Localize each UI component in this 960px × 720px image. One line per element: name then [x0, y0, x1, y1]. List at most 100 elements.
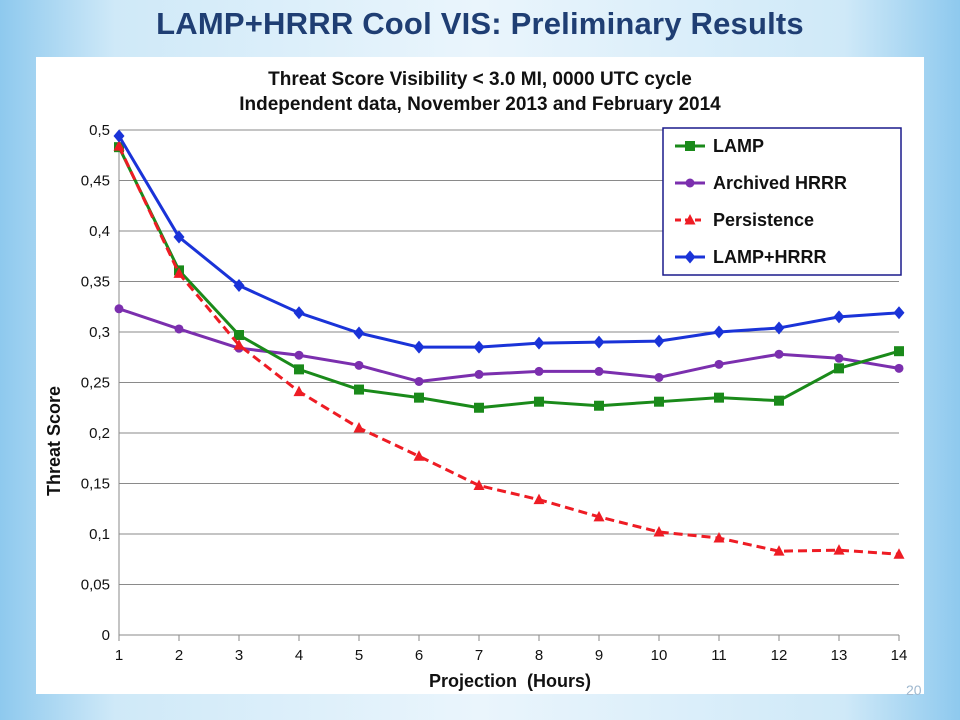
- data-point: [893, 306, 905, 320]
- legend-marker: [685, 178, 695, 188]
- data-point: [233, 279, 245, 293]
- chart-panel: Threat Score Visibility < 3.0 MI, 0000 U…: [36, 57, 924, 694]
- x-tick-label: 6: [415, 647, 423, 664]
- legend-item: LAMP: [675, 136, 764, 156]
- data-point: [773, 545, 785, 556]
- data-point: [234, 330, 244, 341]
- y-tick-label: 0,25: [81, 375, 110, 392]
- y-tick-label: 0,05: [81, 577, 110, 594]
- series-lines: [113, 129, 905, 559]
- x-tick-label: 7: [475, 647, 483, 664]
- data-point: [294, 350, 304, 360]
- data-point: [834, 363, 844, 374]
- data-point: [593, 335, 605, 349]
- series-line: [118, 307, 900, 383]
- series-line: [117, 145, 900, 556]
- y-tick-label: 0: [102, 627, 110, 644]
- data-point: [714, 359, 724, 369]
- data-point: [894, 363, 904, 373]
- data-point: [653, 334, 665, 348]
- data-point: [773, 321, 785, 335]
- data-point: [474, 402, 484, 413]
- x-tick-label: 13: [831, 647, 848, 664]
- series-lamp-hrrr: [113, 129, 905, 354]
- data-point: [173, 267, 185, 278]
- data-point: [474, 369, 484, 379]
- y-tick-label: 0,35: [81, 274, 110, 291]
- threat-score-chart: Threat Score Visibility < 3.0 MI, 0000 U…: [44, 69, 908, 691]
- data-point: [414, 376, 424, 386]
- axes: 00,050,10,150,20,250,30,350,40,450,51 2 3 4…: [81, 122, 908, 664]
- data-point: [114, 304, 124, 314]
- legend-label: Archived HRRR: [713, 173, 847, 193]
- x-tick-label: 14: [891, 647, 908, 664]
- x-tick-label: 4: [295, 647, 303, 664]
- y-tick-label: 0,5: [89, 122, 110, 139]
- data-point: [353, 326, 365, 340]
- data-point: [413, 450, 425, 461]
- legend-label: Persistence: [713, 210, 814, 230]
- data-point: [534, 366, 544, 376]
- data-point: [714, 392, 724, 403]
- data-point: [833, 310, 845, 324]
- legend-box: [662, 127, 902, 276]
- x-tick-label: 5: [355, 647, 363, 664]
- x-tick-label: 12: [771, 647, 788, 664]
- series-line: [117, 146, 900, 410]
- data-point: [834, 353, 844, 363]
- x-tick-label: 2: [175, 647, 183, 664]
- data-point: [354, 384, 364, 395]
- data-point: [653, 525, 665, 537]
- y-tick-label: 0,15: [81, 476, 110, 493]
- y-tick-label: 0,1: [89, 526, 110, 543]
- x-tick-label: 8: [535, 647, 543, 664]
- x-tick-label: 3: [235, 647, 243, 664]
- data-point: [774, 349, 784, 359]
- data-point: [713, 532, 725, 543]
- x-tick-label: 11: [711, 647, 727, 664]
- y-tick-label: 0,4: [89, 223, 110, 240]
- chart-title: Threat Score Visibility < 3.0 MI, 0000 U…: [268, 69, 692, 90]
- data-point: [533, 336, 545, 350]
- legend: LAMP Archived HRRR Persistence LAMP+HRRR: [662, 127, 902, 276]
- data-point: [533, 493, 545, 505]
- data-point: [473, 479, 485, 491]
- data-point: [893, 548, 905, 559]
- legend-label: LAMP: [713, 136, 764, 156]
- data-point: [713, 325, 725, 339]
- x-tick-label: 1: [115, 647, 123, 664]
- data-point: [414, 392, 424, 403]
- legend-item: Archived HRRR: [675, 173, 847, 193]
- data-point: [774, 395, 784, 406]
- y-tick-label: 0,3: [89, 324, 110, 341]
- data-point: [594, 400, 604, 411]
- data-point: [654, 396, 664, 407]
- data-point: [833, 544, 845, 555]
- data-point: [293, 306, 305, 320]
- data-point: [293, 385, 305, 397]
- y-tick-label: 0,2: [89, 425, 110, 442]
- page-number: 20: [906, 682, 922, 698]
- x-axis-label: Projection (Hours): [429, 671, 591, 691]
- legend-marker: [685, 141, 695, 151]
- series-persistence: [113, 140, 905, 559]
- data-point: [534, 396, 544, 407]
- data-point: [353, 421, 365, 433]
- data-point: [413, 340, 425, 354]
- x-tick-label: 9: [595, 647, 603, 664]
- slide-title: LAMP+HRRR Cool VIS: Preliminary Results: [156, 6, 804, 41]
- data-point: [654, 372, 664, 382]
- series-line: [117, 135, 900, 349]
- legend-item: LAMP+HRRR: [675, 247, 827, 267]
- data-point: [113, 129, 125, 143]
- legend-marker: [684, 250, 696, 264]
- data-point: [113, 140, 125, 151]
- y-axis-label: Threat Score: [44, 386, 64, 496]
- data-point: [354, 360, 364, 370]
- data-point: [593, 510, 605, 522]
- data-point: [294, 364, 304, 375]
- data-point: [233, 339, 245, 350]
- chart-subtitle: Independent data, November 2013 and Febr…: [239, 94, 721, 115]
- data-point: [174, 324, 184, 334]
- x-tick-label: 10: [651, 647, 668, 664]
